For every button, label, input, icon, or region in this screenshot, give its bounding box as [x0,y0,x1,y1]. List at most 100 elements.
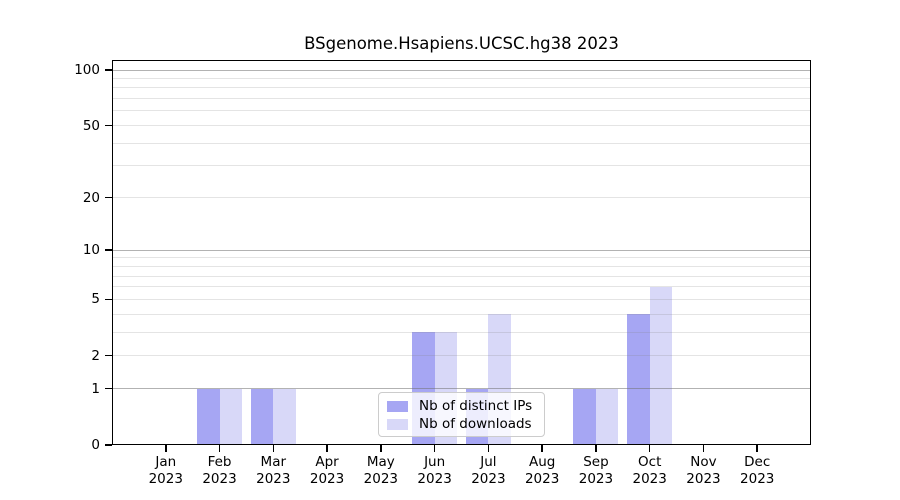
x-tick-label: Nov 2023 [667,454,739,487]
gridlines-layer [112,60,811,445]
x-tick [756,445,758,452]
x-tick [380,445,382,452]
x-tick-label: Jul 2023 [452,454,524,487]
gridline-minor [112,77,811,79]
x-tick-label: Dec 2023 [721,454,793,487]
y-tick-label: 10 [82,242,100,259]
gridline-minor [112,98,811,100]
gridline-minor [112,257,811,259]
y-tick [105,354,112,357]
bar-feb-distinct-ips [197,388,220,445]
gridline-minor [112,110,811,112]
y-tick [105,124,112,127]
x-tick [433,445,436,452]
x-tick [487,445,490,452]
x-tick [648,445,651,452]
gridline-minor [112,298,811,300]
x-tick-year: 2023 [524,470,560,487]
y-tick-label: 5 [91,291,100,308]
y-tick-label: 50 [82,117,100,134]
x-tick-year: 2023 [686,470,721,487]
bar-mar-distinct-ips [250,388,274,445]
gridline-minor [112,275,811,277]
x-tick-year: 2023 [148,470,183,487]
x-tick [272,445,275,452]
y-tick-label: 20 [82,189,100,206]
x-tick-label: Jan 2023 [130,454,202,487]
x-tick-month: Jun [424,454,446,470]
gridline-minor [112,87,811,89]
y-tick [105,69,112,71]
bar-mar-downloads [273,388,296,445]
bar-feb-downloads [219,388,243,445]
x-tick [541,445,543,452]
y-tick-label: 1 [91,380,100,397]
gridline-major [112,249,811,251]
y-tick-label: 2 [91,347,100,364]
y-tick [105,249,112,251]
legend-swatch-downloads [387,418,408,430]
legend-label-distinct-ips: Nb of distinct IPs [419,398,533,414]
x-tick-month: Aug [528,454,556,470]
x-tick-label: Jun 2023 [399,454,471,487]
plot-area: 0 1 2 5 10 20 50 100 Jan 2023 Feb 2023 Mar 2023 Apr 202… [74,60,811,487]
chart-title: BSgenome.Hsapiens.UCSC.hg38 2023 [304,34,619,53]
legend-item-downloads: Nb of downloads [387,415,536,433]
x-tick-label: Sep 2023 [560,454,632,487]
x-tick-month: Jul [480,454,497,470]
x-tick-month: Dec [744,454,771,470]
x-tick-month: Oct [638,454,662,470]
x-tick-label: Feb 2023 [184,454,256,487]
x-tick-year: 2023 [363,470,399,487]
x-tick-label: Apr 2023 [291,454,363,487]
x-tick-label: Oct 2023 [614,454,686,487]
x-tick-year: 2023 [578,470,614,487]
gridline-minor [112,197,811,199]
y-tick [105,196,112,199]
x-tick-year: 2023 [256,470,291,487]
legend-swatch-distinct-ips [387,400,408,412]
x-tick-year: 2023 [417,470,452,487]
gridline-minor [112,313,811,315]
x-tick [218,445,221,452]
gridline-minor [112,286,811,288]
x-tick-year: 2023 [740,470,775,487]
x-tick [702,445,705,452]
legend: Nb of distinct IPs Nb of downloads [378,392,545,437]
x-tick-year: 2023 [471,470,506,487]
bar-sep-downloads [595,388,619,445]
x-tick-year: 2023 [202,470,237,487]
gridline-minor [112,331,811,333]
x-tick [165,445,167,452]
x-tick-month: Jan [155,454,177,470]
y-tick [105,387,112,390]
x-tick-month: Feb [207,454,232,470]
axis-ticks-layer: 0 1 2 5 10 20 50 100 Jan 2023 Feb 2023 Mar 2023 Apr 202… [74,60,811,487]
y-tick [105,298,112,301]
x-tick-year: 2023 [632,470,667,487]
x-tick-year: 2023 [309,470,345,487]
gridline-minor [112,265,811,267]
legend-label-downloads: Nb of downloads [419,416,532,432]
y-tick-label: 100 [74,62,100,78]
x-tick-label: Aug 2023 [506,454,578,487]
gridline-major [112,69,811,71]
y-tick [105,444,112,446]
gridline-minor [112,355,811,357]
y-tick-label: 0 [91,437,100,453]
legend-item-distinct-ips: Nb of distinct IPs [387,397,536,415]
x-tick-month: Mar [260,454,287,470]
x-tick [326,445,328,452]
bar-oct-distinct-ips [627,314,650,445]
x-tick-label: May 2023 [345,454,417,487]
x-tick-month: Apr [315,454,339,470]
x-tick-month: Sep [583,454,609,470]
x-tick-month: Nov [690,454,717,470]
x-tick [595,445,597,452]
gridline-major [112,388,811,390]
gridline-minor [112,125,811,127]
x-tick-month: May [366,454,395,470]
gridline-minor [112,142,811,144]
x-tick-label: Mar 2023 [237,454,309,487]
